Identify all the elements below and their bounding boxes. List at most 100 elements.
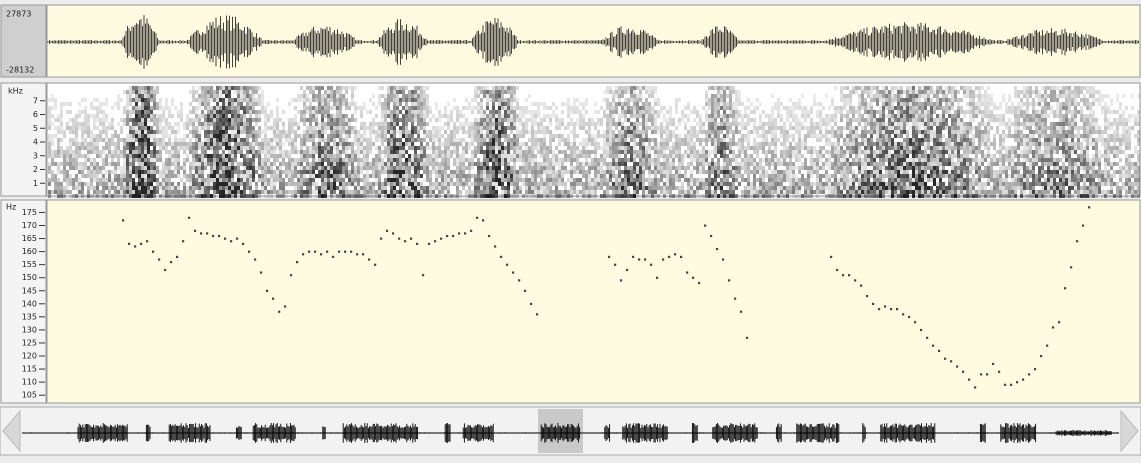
spectrogram-cell — [126, 102, 129, 106]
spectrogram-cell — [411, 106, 414, 110]
spectrogram-cell — [306, 158, 309, 162]
spectrogram-cell — [315, 86, 318, 90]
spectrogram-cell — [225, 158, 228, 162]
spectrogram-cell — [252, 166, 255, 170]
spectrogram-cell — [750, 154, 753, 158]
spectrogram-cell — [195, 114, 198, 118]
spectrogram-cell — [633, 102, 636, 106]
spectrogram-cell — [519, 178, 522, 182]
spectrogram-cell — [537, 114, 540, 118]
spectrogram-cell — [57, 130, 60, 134]
spectrogram-cell — [735, 130, 738, 134]
spectrogram-cell — [87, 122, 90, 126]
spectrogram-cell — [471, 162, 474, 166]
spectrogram-cell — [738, 166, 741, 170]
spectrogram-cell — [711, 114, 714, 118]
spectrogram-cell — [483, 166, 486, 170]
spectrogram-cell — [72, 122, 75, 126]
spectrogram-cell — [132, 130, 135, 134]
spectrogram-cell — [102, 194, 105, 198]
spectrogram-cell — [243, 162, 246, 166]
spectrogram-cell — [270, 150, 273, 154]
spectrogram-cell — [204, 146, 207, 150]
spectrogram-cell — [768, 174, 771, 178]
spectrogram-cell — [279, 170, 282, 174]
spectrogram-cell — [690, 126, 693, 130]
spectrogram-cell — [477, 126, 480, 130]
spectrogram-cell — [549, 170, 552, 174]
spectrogram-cell — [303, 166, 306, 170]
spectrogram-cell — [54, 134, 57, 138]
spectrogram-cell — [516, 114, 519, 118]
spectrogram-cell — [420, 194, 423, 198]
spectrogram-cell — [672, 122, 675, 126]
spectrogram-cell — [603, 178, 606, 182]
spectrogram-cell — [336, 98, 339, 102]
spectrogram-cell — [144, 98, 147, 102]
spectrogram-cell — [483, 134, 486, 138]
spectrogram-cell — [606, 134, 609, 138]
spectrogram-cell — [444, 154, 447, 158]
spectrogram-cell — [333, 134, 336, 138]
spectrogram-cell — [519, 166, 522, 170]
spectrogram-cell — [525, 98, 528, 102]
spectrogram-cell — [342, 182, 345, 186]
spectrogram-cell — [135, 94, 138, 98]
spectrogram-cell — [171, 190, 174, 194]
spectrogram-cell — [450, 130, 453, 134]
spectrogram-cell — [279, 138, 282, 142]
spectrogram-cell — [117, 194, 120, 198]
spectrogram-cell — [330, 122, 333, 126]
spectrogram-cell — [672, 118, 675, 122]
spectrogram-cell — [255, 86, 258, 90]
spectrogram-cell — [327, 166, 330, 170]
spectrogram-cell — [420, 190, 423, 194]
spectrogram-cell — [720, 118, 723, 122]
spectrogram-cell — [765, 142, 768, 146]
waveform-pane[interactable] — [46, 4, 1141, 78]
spectrogram-cell — [327, 178, 330, 182]
spectrogram-cell — [555, 106, 558, 110]
spectrogram-cell — [522, 166, 525, 170]
spectrogram-cell — [738, 146, 741, 150]
spectrogram-cell — [654, 166, 657, 170]
spectrogram-cell — [117, 174, 120, 178]
spectrogram-cell — [639, 138, 642, 142]
spectrogram-cell — [168, 178, 171, 182]
spectrogram-cell — [249, 102, 252, 106]
spectrogram-cell — [432, 126, 435, 130]
spectrogram-cell — [387, 178, 390, 182]
spectrogram-cell — [468, 130, 471, 134]
spectrogram-cell — [414, 110, 417, 114]
spectrogram-cell — [678, 146, 681, 150]
spectrogram-cell — [306, 190, 309, 194]
spectrogram-cell — [369, 194, 372, 198]
spectrogram-cell — [564, 158, 567, 162]
spectrogram-cell — [501, 154, 504, 158]
spectrogram-cell — [480, 106, 483, 110]
spectrogram-cell — [219, 98, 222, 102]
spectrogram-cell — [78, 194, 81, 198]
spectrogram-cell — [627, 118, 630, 122]
spectrogram-cell — [90, 182, 93, 186]
spectrogram-cell — [495, 162, 498, 166]
spectrogram-cell — [729, 194, 732, 198]
spectrogram-cell — [603, 154, 606, 158]
spectrogram-cell — [540, 194, 543, 198]
spectrogram-cell — [285, 190, 288, 194]
spectrogram-cell — [90, 146, 93, 150]
spectrogram-cell — [81, 162, 84, 166]
spectrogram-cell — [108, 190, 111, 194]
spectrogram-cell — [330, 90, 333, 94]
spectrogram-cell — [384, 118, 387, 122]
spectrogram-cell — [417, 158, 420, 162]
spectrogram-cell — [363, 102, 366, 106]
spectrogram-cell — [180, 146, 183, 150]
spectrogram-cell — [534, 154, 537, 158]
spectrogram-cell — [303, 114, 306, 118]
spectrogram-cell — [612, 194, 615, 198]
spectrogram-cell — [231, 130, 234, 134]
spectrogram-cell — [189, 178, 192, 182]
spectrogram-cell — [756, 186, 759, 190]
spectrogram-cell — [492, 158, 495, 162]
